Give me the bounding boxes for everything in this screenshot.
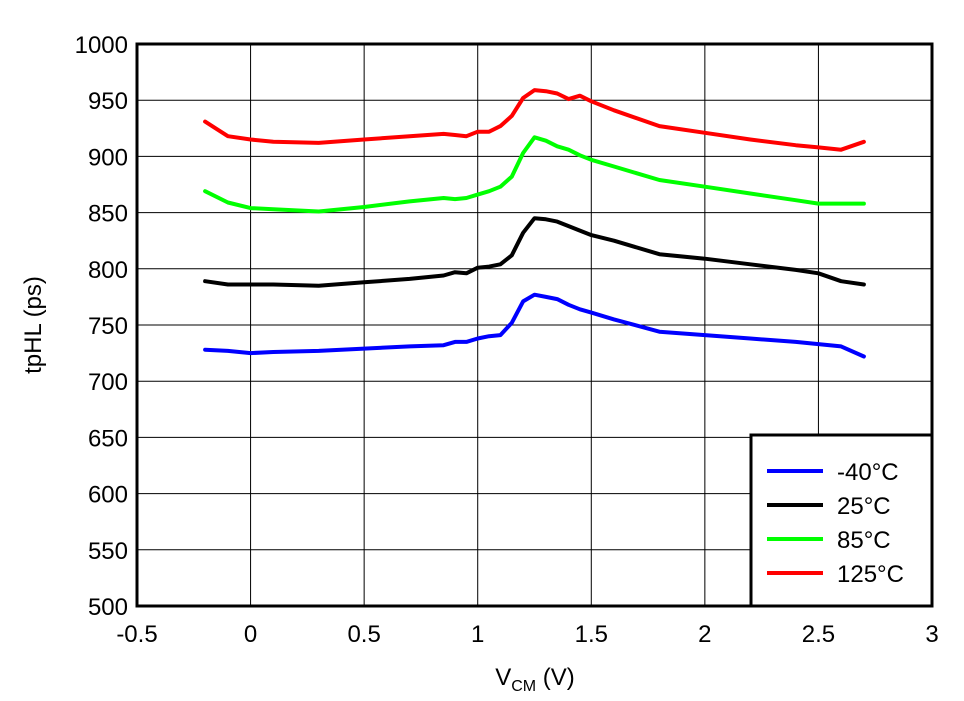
y-tick-label: 850 — [88, 201, 128, 228]
legend-label: 125°C — [837, 561, 904, 588]
legend-label: 85°C — [837, 527, 891, 554]
series-line — [203, 88, 866, 152]
y-tick-label: 700 — [88, 369, 128, 396]
y-tick-label: 600 — [88, 482, 128, 509]
y-tick-label: 750 — [88, 313, 128, 340]
y-tick-label: 550 — [88, 538, 128, 565]
series-line — [203, 216, 866, 288]
x-tick-label: 2 — [698, 621, 711, 648]
legend: -40°C 25°C 85°C 125°C — [749, 433, 934, 608]
x-axis-title-unit: (V) — [536, 664, 575, 691]
x-tick-label: 1.5 — [575, 621, 608, 648]
legend-label: 25°C — [837, 493, 891, 520]
y-tick-label: 650 — [88, 425, 128, 452]
x-tick-label: 0.5 — [347, 621, 380, 648]
legend-label: -40°C — [837, 459, 899, 486]
y-axis-ticks: 500 550 600 650 700 750 800 850 900 950 1000 — [75, 32, 128, 621]
gridlines — [137, 44, 932, 606]
y-tick-label: 900 — [88, 144, 128, 171]
data-series — [203, 88, 866, 359]
x-tick-label: -0.5 — [116, 621, 157, 648]
y-tick-label: 800 — [88, 257, 128, 284]
series-line — [203, 292, 866, 359]
x-axis-title-main: V — [495, 664, 511, 691]
plot-frame — [135, 42, 934, 608]
legend-box — [749, 433, 934, 608]
x-tick-label: 3 — [925, 621, 938, 648]
x-tick-label: 1 — [471, 621, 484, 648]
y-tick-label: 500 — [88, 594, 128, 621]
y-tick-label: 950 — [88, 88, 128, 115]
y-axis-title: tpHL (ps) — [20, 276, 47, 374]
y-tick-label: 1000 — [75, 32, 128, 59]
x-tick-label: 0 — [244, 621, 257, 648]
series-line — [203, 135, 866, 214]
x-axis-title: VCM (V) — [495, 664, 575, 695]
x-tick-label: 2.5 — [802, 621, 835, 648]
x-axis-ticks: -0.5 0 0.5 1 1.5 2 2.5 3 — [116, 621, 938, 648]
x-axis-title-subscript: CM — [511, 678, 536, 695]
